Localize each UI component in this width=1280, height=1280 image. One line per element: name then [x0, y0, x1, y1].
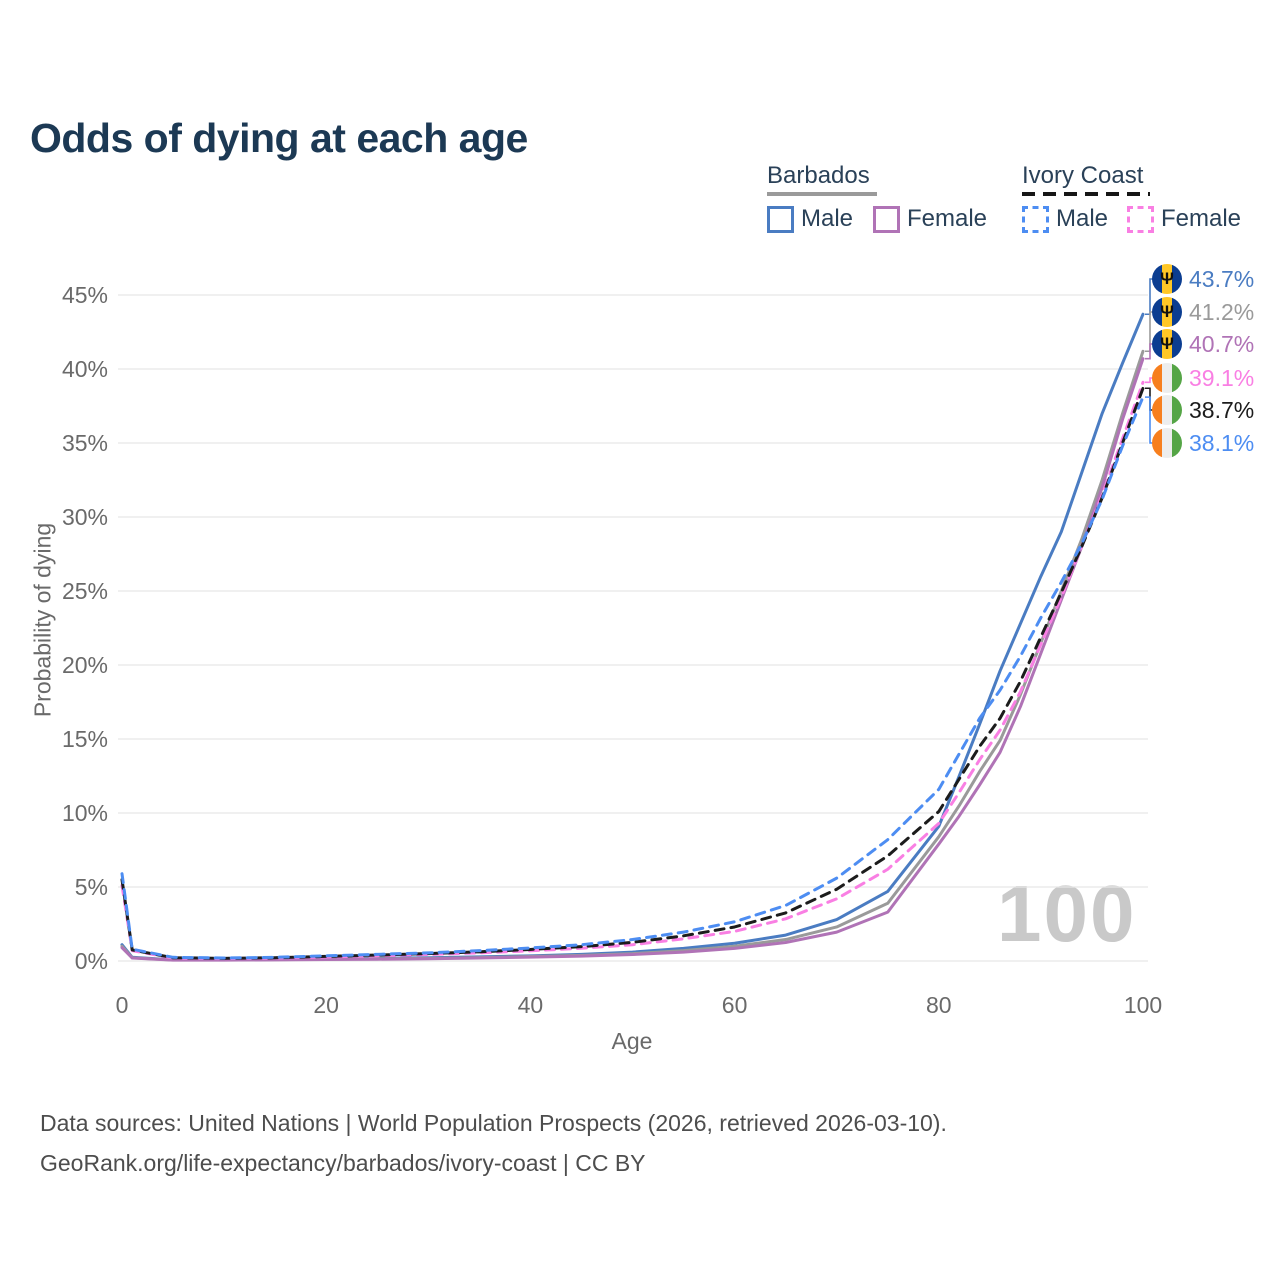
- legend-item-barbados-male[interactable]: Male: [767, 205, 853, 233]
- footer-url-line: GeoRank.org/life-expectancy/barbados/ivo…: [40, 1150, 646, 1176]
- end-value: 40.7%: [1189, 330, 1255, 357]
- barbados-flag-icon: Ψ: [1152, 329, 1182, 359]
- y-tick-label: 5%: [75, 874, 108, 900]
- y-tick-label: 15%: [62, 726, 108, 752]
- barbados-flag-icon: Ψ: [1152, 264, 1182, 294]
- end-label-ivory-coast-female: 39.1%: [1152, 363, 1254, 393]
- page-title: Odds of dying at each age: [30, 115, 528, 162]
- y-tick-label: 20%: [62, 652, 108, 678]
- y-tick-label: 30%: [62, 504, 108, 530]
- barbados-flag-icon: Ψ: [1152, 297, 1182, 327]
- x-tick-label: 20: [313, 992, 339, 1018]
- end-label-barbados-male: Ψ 43.7%: [1152, 264, 1254, 294]
- series-line-ivory-coast-both-sexes[interactable]: [120, 386, 1145, 960]
- end-label-barbados-both: Ψ 41.2%: [1152, 297, 1254, 327]
- end-value: 39.1%: [1189, 364, 1255, 391]
- legend-label: Female: [1161, 205, 1242, 232]
- end-label-ivory-coast-both: 38.7%: [1152, 395, 1254, 425]
- ivory-coast-flag-icon: [1152, 428, 1182, 458]
- y-tick-label: 40%: [62, 356, 108, 382]
- legend-label: Male: [1056, 205, 1109, 232]
- legend-label: Female: [907, 205, 988, 232]
- x-tick-label: 100: [1124, 992, 1162, 1018]
- end-value: 38.1%: [1189, 429, 1255, 456]
- series-line-barbados-female[interactable]: [120, 357, 1145, 962]
- x-tick-label: 40: [518, 992, 544, 1018]
- series-line-ivory-coast-male[interactable]: [120, 395, 1145, 960]
- y-tick-label: 45%: [62, 282, 108, 308]
- ivory-coast-male-swatch-icon: [1022, 205, 1049, 233]
- barbados-male-swatch-icon: [767, 205, 794, 233]
- legend-barbados-solid-line: [767, 192, 877, 196]
- barbados-female-swatch-icon: [873, 205, 900, 233]
- x-tick-label: 0: [116, 992, 129, 1018]
- legend-ivory-coast-dashed-line: [1022, 192, 1150, 196]
- end-label-ivory-coast-male: 38.1%: [1152, 428, 1254, 458]
- legend-item-ivory-coast-male[interactable]: Male: [1022, 205, 1108, 233]
- end-value: 43.7%: [1189, 265, 1255, 292]
- x-tick-label: 80: [926, 992, 952, 1018]
- ivory-coast-female-swatch-icon: [1127, 205, 1154, 233]
- legend-label: Male: [801, 205, 854, 232]
- footer-source-line: Data sources: United Nations | World Pop…: [40, 1110, 947, 1136]
- ivory-coast-flag-icon: [1152, 363, 1182, 393]
- y-tick-label: 35%: [62, 430, 108, 456]
- legend-item-ivory-coast-female[interactable]: Female: [1127, 205, 1241, 233]
- end-label-barbados-female: Ψ 40.7%: [1152, 329, 1254, 359]
- legend-item-barbados-female[interactable]: Female: [873, 205, 987, 233]
- legend-group-ivory-coast: Ivory Coast: [1022, 162, 1144, 189]
- series-line-ivory-coast-female[interactable]: [120, 380, 1145, 961]
- x-tick-label: 60: [722, 992, 748, 1018]
- age-counter-watermark: 100: [997, 869, 1137, 958]
- y-tick-label: 0%: [75, 948, 108, 974]
- y-tick-label: 25%: [62, 578, 108, 604]
- series-line-barbados-male[interactable]: [120, 312, 1145, 962]
- end-value: 41.2%: [1189, 298, 1255, 325]
- ivory-coast-flag-icon: [1152, 395, 1182, 425]
- y-tick-label: 10%: [62, 800, 108, 826]
- x-axis-title: Age: [611, 1028, 653, 1054]
- legend-group-barbados: Barbados: [767, 162, 870, 189]
- end-value: 38.7%: [1189, 396, 1255, 423]
